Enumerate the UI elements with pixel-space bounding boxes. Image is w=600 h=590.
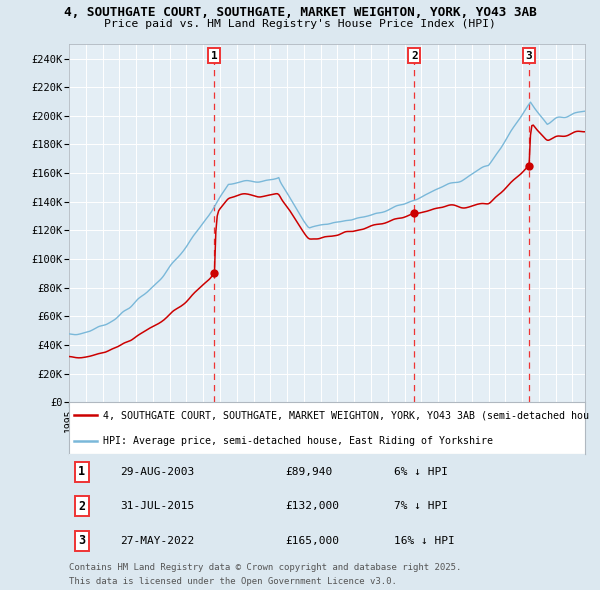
Text: 4, SOUTHGATE COURT, SOUTHGATE, MARKET WEIGHTON, YORK, YO43 3AB (semi-detached ho: 4, SOUTHGATE COURT, SOUTHGATE, MARKET WE…	[103, 410, 589, 420]
Text: 27-MAY-2022: 27-MAY-2022	[121, 536, 195, 546]
Text: £89,940: £89,940	[286, 467, 333, 477]
Text: This data is licensed under the Open Government Licence v3.0.: This data is licensed under the Open Gov…	[69, 577, 397, 586]
Text: Contains HM Land Registry data © Crown copyright and database right 2025.: Contains HM Land Registry data © Crown c…	[69, 562, 461, 572]
Text: 1: 1	[211, 51, 218, 61]
Text: Price paid vs. HM Land Registry's House Price Index (HPI): Price paid vs. HM Land Registry's House …	[104, 19, 496, 29]
Text: 6% ↓ HPI: 6% ↓ HPI	[394, 467, 448, 477]
Text: 31-JUL-2015: 31-JUL-2015	[121, 502, 195, 511]
Text: 4, SOUTHGATE COURT, SOUTHGATE, MARKET WEIGHTON, YORK, YO43 3AB: 4, SOUTHGATE COURT, SOUTHGATE, MARKET WE…	[64, 6, 536, 19]
Text: £165,000: £165,000	[286, 536, 340, 546]
Text: 2: 2	[411, 51, 418, 61]
Text: 3: 3	[526, 51, 532, 61]
Text: 2: 2	[79, 500, 85, 513]
Text: 7% ↓ HPI: 7% ↓ HPI	[394, 502, 448, 511]
Text: £132,000: £132,000	[286, 502, 340, 511]
Text: 3: 3	[79, 535, 85, 548]
Text: 16% ↓ HPI: 16% ↓ HPI	[394, 536, 455, 546]
Text: HPI: Average price, semi-detached house, East Riding of Yorkshire: HPI: Average price, semi-detached house,…	[103, 436, 493, 446]
Text: 29-AUG-2003: 29-AUG-2003	[121, 467, 195, 477]
Text: 1: 1	[79, 465, 85, 478]
